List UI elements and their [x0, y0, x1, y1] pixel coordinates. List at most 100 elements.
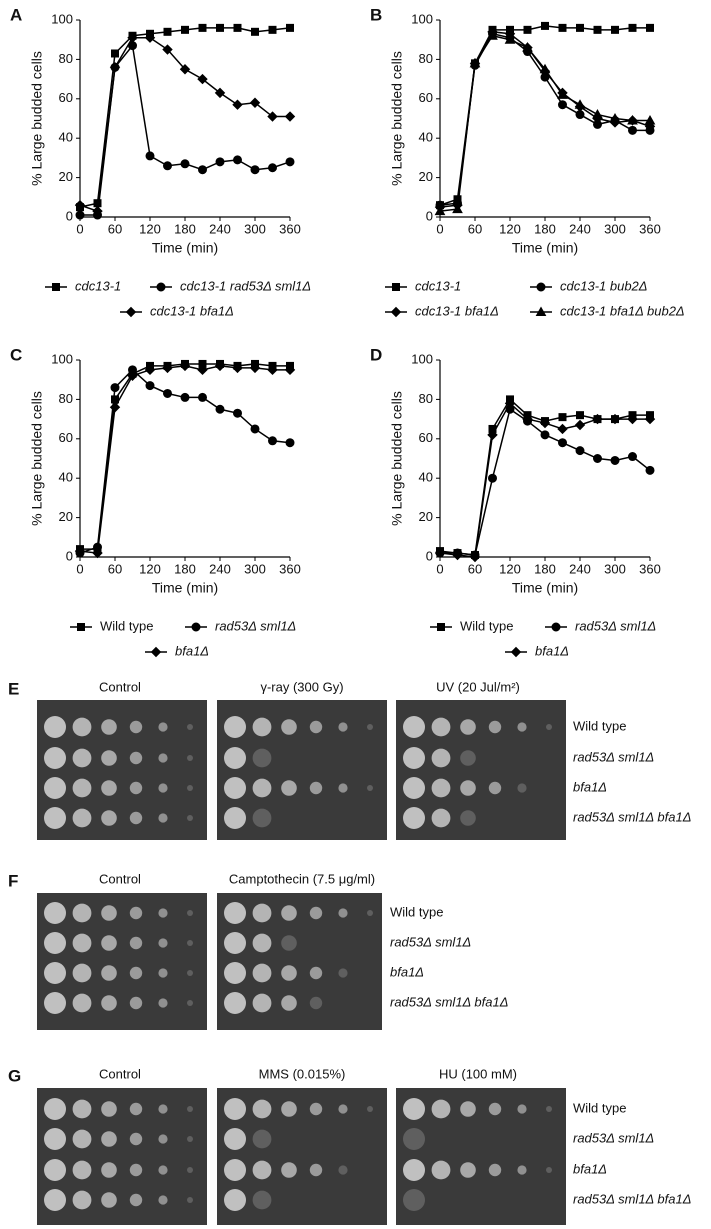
colony-spot [488, 1102, 502, 1116]
marker-diamond [92, 205, 103, 217]
colony-spot [252, 748, 272, 768]
colony-spot [252, 1129, 272, 1149]
colony-spot [460, 810, 476, 826]
colony-spot [72, 717, 92, 737]
marker-circle [610, 455, 620, 465]
marker-diamond [487, 429, 498, 441]
marker-triangle [574, 99, 586, 109]
colony-spot [252, 963, 272, 983]
condition-label: Control [99, 871, 141, 886]
colony-spot [44, 1159, 66, 1181]
marker-diamond [574, 419, 586, 431]
colony-spot [224, 777, 246, 799]
panel-label: G [8, 1066, 21, 1085]
colony-spot [187, 910, 193, 916]
x-axis-label: Time (min) [512, 580, 578, 596]
x-tick-label: 60 [108, 221, 122, 236]
colony-spot [252, 1190, 272, 1210]
marker-circle [285, 157, 295, 167]
legend-label: cdc13-1 bfa1Δ bub2Δ [560, 303, 685, 318]
x-tick-label: 180 [174, 221, 196, 236]
colony-spot [252, 1160, 272, 1180]
colony-spot [101, 995, 117, 1011]
y-tick-label: 80 [59, 51, 73, 66]
x-axis-label: Time (min) [152, 240, 218, 256]
marker-diamond [127, 32, 138, 43]
y-tick-label: 0 [426, 548, 433, 563]
legend-label: cdc13-1 rad53Δ sml1Δ [180, 278, 311, 293]
colony-spot [517, 1165, 527, 1175]
marker-square [233, 23, 242, 32]
series-line [439, 25, 650, 206]
marker-diamond [127, 370, 138, 381]
y-tick-label: 80 [419, 51, 433, 66]
colony-spot [252, 808, 272, 828]
marker-square [558, 23, 567, 32]
colony-spot [44, 932, 66, 954]
colony-spot [101, 780, 117, 796]
marker-triangle [609, 112, 621, 123]
marker-square [111, 49, 119, 58]
marker-diamond [510, 646, 522, 658]
panel-label: E [8, 679, 19, 698]
colony-spot [224, 1159, 246, 1181]
colony-spot [224, 807, 246, 829]
colony-spot [187, 1000, 193, 1006]
condition-label: Control [99, 679, 141, 694]
marker-square [576, 411, 584, 420]
legend-label: rad53Δ sml1Δ [215, 618, 296, 633]
marker-diamond [557, 423, 568, 435]
marker-circle [233, 408, 242, 418]
colony-spot [546, 1167, 552, 1173]
marker-diamond [284, 364, 296, 376]
marker-diamond [214, 360, 226, 372]
colony-spot [224, 716, 246, 738]
marker-circle [233, 155, 242, 165]
colony-spot [101, 905, 117, 921]
colony-spot [72, 778, 92, 798]
marker-circle [628, 452, 637, 462]
condition-label: MMS (0.015%) [259, 1066, 346, 1081]
condition-label: γ-ray (300 Gy) [260, 679, 343, 694]
marker-square [251, 27, 259, 36]
marker-square [181, 25, 189, 34]
y-tick-label: 100 [411, 351, 433, 366]
marker-triangle [487, 30, 498, 40]
colony-spot [403, 716, 425, 738]
colony-spot [44, 902, 66, 924]
strain-label: Wild type [573, 718, 626, 733]
strain-label: rad53Δ sml1Δ [573, 749, 654, 764]
y-tick-label: 60 [419, 430, 433, 445]
strain-label: Wild type [390, 904, 443, 919]
marker-square [286, 23, 294, 32]
colony-spot [367, 724, 373, 730]
x-tick-label: 60 [108, 561, 122, 576]
marker-circle [75, 210, 85, 220]
panel-label: F [8, 871, 18, 890]
marker-square [52, 283, 60, 291]
marker-triangle [557, 89, 568, 99]
series-line [80, 363, 290, 550]
colony-spot [309, 996, 323, 1010]
colony-spot [187, 785, 193, 791]
marker-circle [215, 404, 225, 414]
legend-label: Wild type [460, 618, 513, 633]
colony-spot [367, 785, 373, 791]
x-tick-label: 360 [279, 561, 301, 576]
x-tick-label: 180 [534, 221, 556, 236]
x-tick-label: 180 [534, 561, 556, 576]
colony-spot [252, 993, 272, 1013]
colony-spot [44, 777, 66, 799]
y-tick-label: 80 [419, 391, 433, 406]
x-tick-label: 120 [139, 221, 161, 236]
y-axis-label: % Large budded cells [389, 51, 405, 186]
marker-circle [628, 125, 637, 135]
colony-spot [460, 750, 476, 766]
marker-circle [250, 424, 260, 434]
marker-circle [156, 282, 166, 292]
x-tick-label: 0 [76, 561, 83, 576]
colony-spot [403, 747, 425, 769]
x-tick-label: 0 [436, 221, 443, 236]
y-tick-label: 100 [51, 11, 73, 26]
colony-spot [158, 813, 168, 823]
